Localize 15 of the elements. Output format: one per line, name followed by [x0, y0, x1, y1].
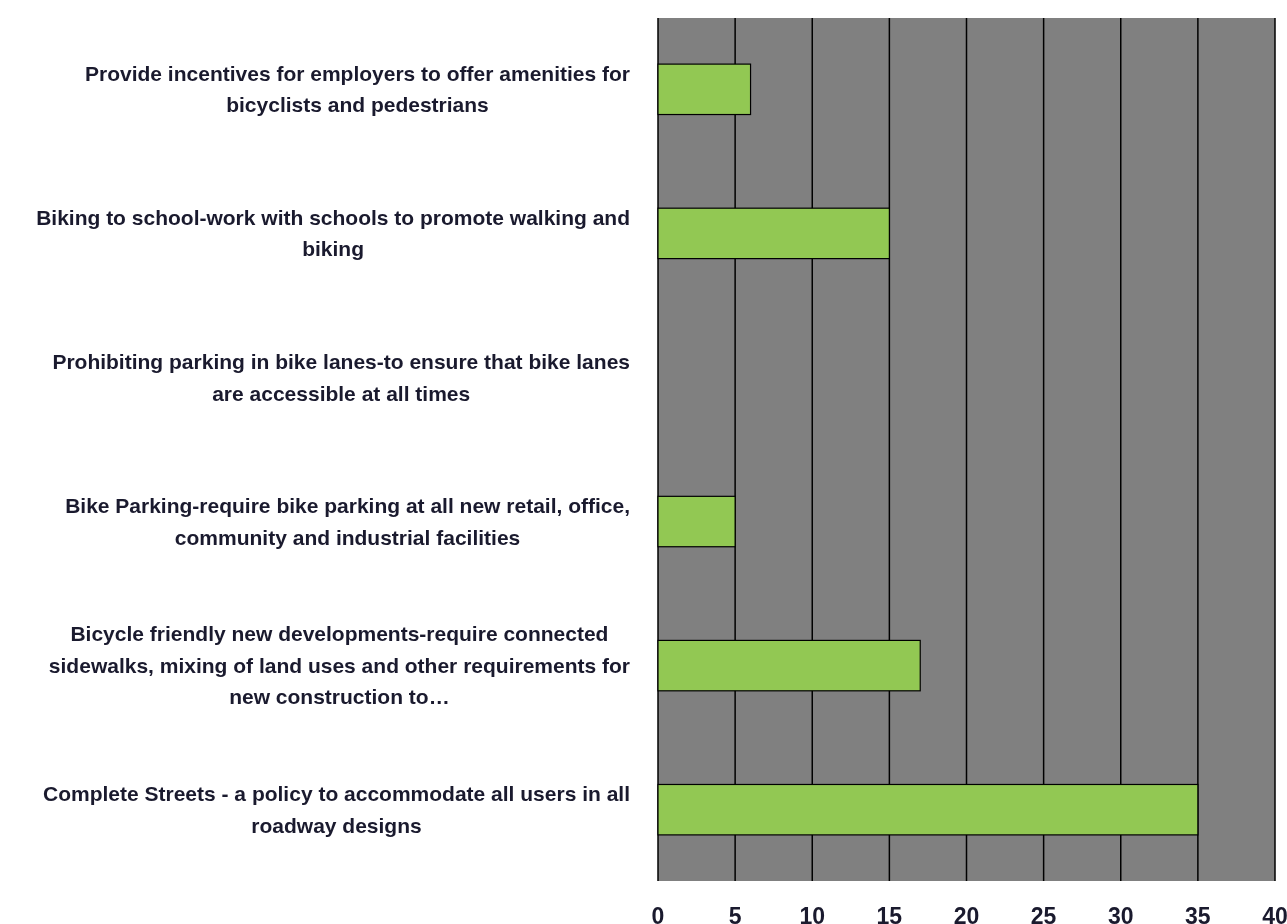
y-tick-label: Bicycle friendly new developments-require connected sidewalks, mixing of land uses and other requirements for new construction to… — [48, 622, 630, 709]
x-tick-label: 5 — [728, 903, 742, 924]
x-tick-label: 0 — [651, 903, 665, 924]
y-tick-label: Bike Parking-require bike parking at all new retail, office, community and industrial facilities — [65, 494, 631, 549]
x-tick-label: 40 — [1262, 903, 1287, 924]
y-tick-label: Provide incentives for employers to offer amenities for bicyclists and pedestrians — [85, 61, 631, 117]
x-tick-label: 10 — [799, 903, 826, 924]
x-tick-label: 25 — [1030, 903, 1057, 924]
x-tick-label: 30 — [1107, 903, 1134, 924]
y-tick-label: Biking to school-work with schools to promote walking and biking — [36, 205, 630, 261]
y-tick-label: Prohibiting parking in bike lanes-to ensure that bike lanes are accessible at all times — [52, 350, 631, 405]
y-tick-label: Complete Streets - a policy to accommodate all users in all roadway designs — [42, 782, 630, 837]
x-tick-label: 15 — [876, 903, 903, 924]
x-tick-label: 20 — [953, 903, 980, 924]
x-tick-label: 35 — [1185, 903, 1211, 924]
